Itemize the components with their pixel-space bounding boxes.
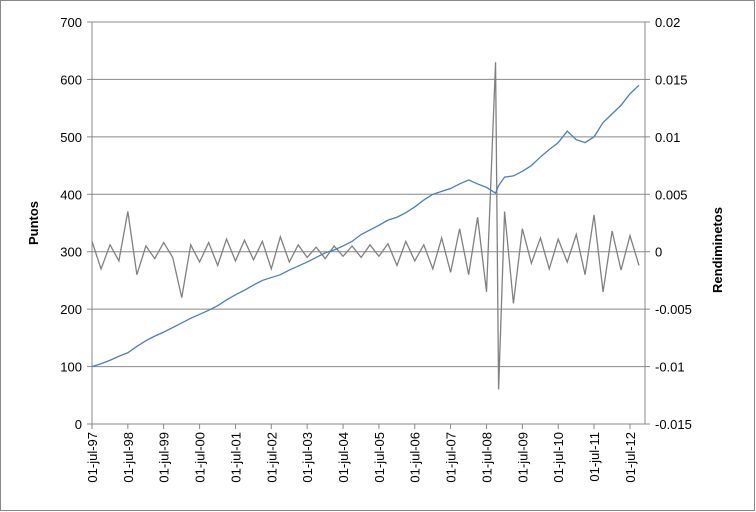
- x-tick-label: 01-jul-01: [228, 432, 243, 483]
- y2-tick-label: 0.01: [655, 130, 680, 145]
- x-tick-label: 01-jul-03: [300, 432, 315, 483]
- y-tick-label: 700: [60, 15, 82, 30]
- y-tick-label: 200: [60, 302, 82, 317]
- x-tick-label: 01-jul-04: [336, 432, 351, 483]
- x-tick-label: 01-jul-00: [193, 432, 208, 483]
- series-line: [91, 84, 640, 368]
- x-tick-label: 01-jul-97: [85, 432, 100, 483]
- y-tick-label: 500: [60, 130, 82, 145]
- x-tick-label: 01-jul-10: [551, 432, 566, 483]
- x-tick-label: 01-jul-07: [444, 432, 459, 483]
- y-axis-label: Puntos: [26, 201, 41, 245]
- y2-tick-label: 0.02: [655, 15, 680, 30]
- y-tick-label: 400: [60, 187, 82, 202]
- y-tick-label: 0: [75, 417, 82, 432]
- y-tick-label: 600: [60, 72, 82, 87]
- y2-tick-label: -0.005: [655, 302, 692, 317]
- y2-tick-label: 0.015: [655, 72, 688, 87]
- x-tick-label: 01-jul-08: [480, 432, 495, 483]
- y2-tick-label: 0.005: [655, 187, 688, 202]
- y-tick-label: 300: [60, 245, 82, 260]
- y2-tick-label: 0: [655, 245, 662, 260]
- x-tick-label: 01-jul-99: [157, 432, 172, 483]
- x-tick-label: 01-jul-09: [515, 432, 530, 483]
- y-tick-label: 100: [60, 360, 82, 375]
- x-tick-label: 01-jul-11: [587, 432, 602, 482]
- x-tick-label: 01-jul-02: [264, 432, 279, 483]
- x-tick-label: 01-jul-05: [372, 432, 387, 483]
- y2-axis-label: Rendiminetos: [710, 207, 725, 293]
- series-line: [91, 62, 640, 390]
- x-tick-label: 01-jul-06: [408, 432, 423, 483]
- y2-tick-label: -0.015: [655, 417, 692, 432]
- y2-tick-label: -0.01: [655, 360, 685, 375]
- x-tick-label: 01-jul-98: [121, 432, 136, 483]
- x-tick-label: 01-jul-12: [623, 432, 638, 483]
